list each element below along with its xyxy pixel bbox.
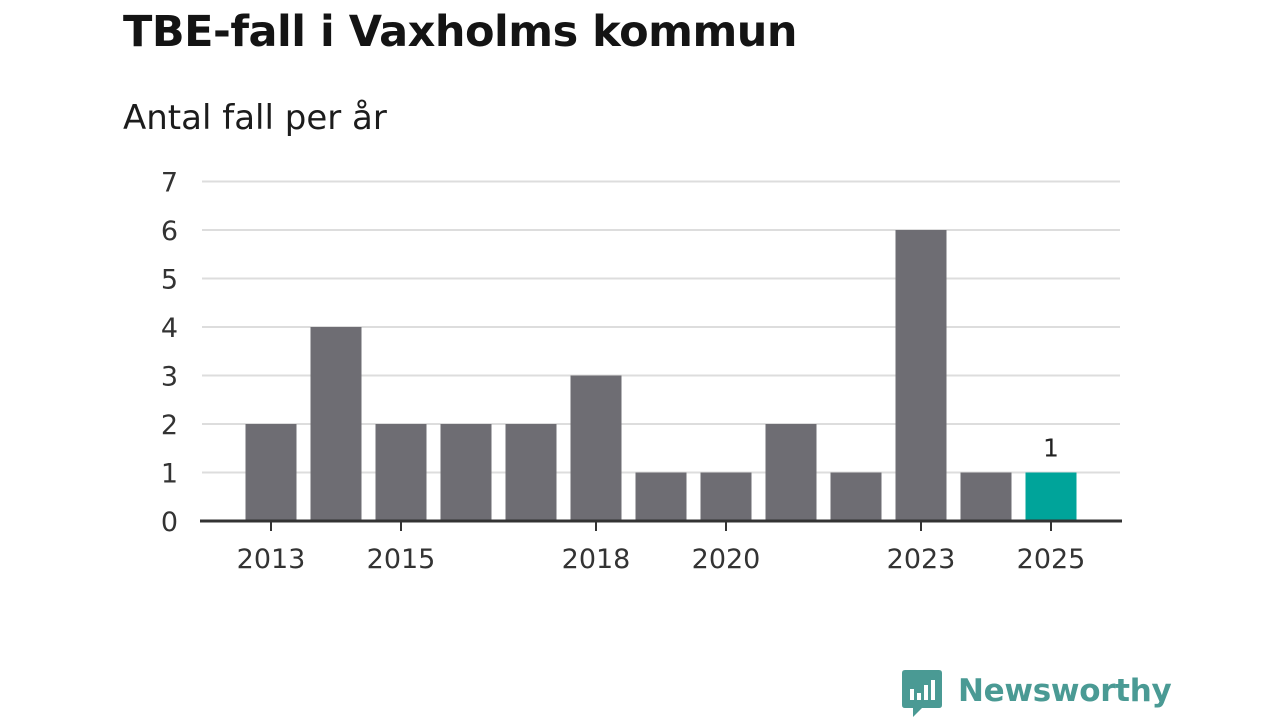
x-tick-label: 2018 [562, 544, 631, 575]
bar-highlight [1025, 472, 1077, 521]
bar [505, 424, 557, 521]
y-tick-label: 7 [161, 168, 178, 199]
y-tick-label: 3 [161, 362, 178, 393]
bar [570, 375, 622, 521]
bars [245, 230, 1077, 521]
bar [765, 424, 817, 521]
x-tick-label: 2025 [1017, 544, 1086, 575]
x-tick-label: 2013 [237, 544, 306, 575]
y-tick-label: 4 [161, 313, 178, 344]
x-tick-label: 2023 [887, 544, 956, 575]
x-axis-ticks: 2013 2015 2018 2020 2023 2025 [237, 521, 1086, 575]
bar [960, 472, 1012, 521]
chart-title: TBE-fall i Vaxholms kommun [123, 7, 797, 57]
x-tick-label: 2015 [367, 544, 436, 575]
bar [375, 424, 427, 521]
bar [440, 424, 492, 521]
brand: Newsworthy [902, 670, 1172, 718]
bar [895, 230, 947, 521]
y-tick-label: 1 [161, 459, 178, 490]
bar [700, 472, 752, 521]
x-tick-label: 2020 [692, 544, 761, 575]
data-labels: 1 [1043, 434, 1059, 463]
y-tick-label: 0 [161, 507, 178, 538]
bar [245, 424, 297, 521]
newsworthy-logo-icon [902, 670, 942, 717]
data-label: 1 [1043, 434, 1059, 463]
bar [635, 472, 687, 521]
brand-name: Newsworthy [958, 673, 1172, 709]
bar [310, 327, 362, 521]
bar [830, 472, 882, 521]
y-tick-label: 5 [161, 265, 178, 296]
y-tick-label: 2 [161, 410, 178, 441]
chart-subtitle: Antal fall per år [123, 98, 387, 138]
y-tick-label: 6 [161, 216, 178, 247]
y-axis-ticks: 0 1 2 3 4 5 6 7 [161, 168, 178, 539]
